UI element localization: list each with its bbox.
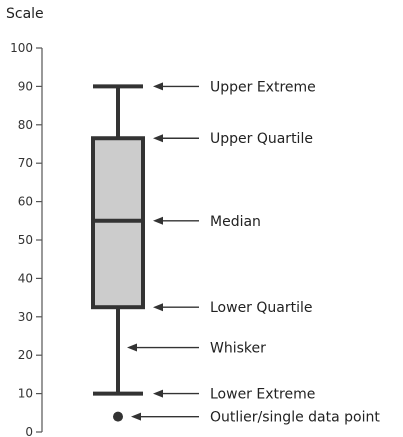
y-tick-label: 40 xyxy=(18,271,33,285)
y-tick-label: 80 xyxy=(18,118,33,132)
annotation-label: Lower Extreme xyxy=(210,387,315,403)
annotation: Outlier/single data point xyxy=(131,410,380,426)
annotation-label: Median xyxy=(210,214,261,230)
y-tick-label: 0 xyxy=(25,425,33,437)
y-tick-label: 50 xyxy=(18,233,33,247)
annotations: Upper Extreme Upper Quartile Median Lower Q… xyxy=(127,79,380,425)
annotation-arrow-head xyxy=(153,303,163,311)
y-tick-label: 100 xyxy=(10,41,33,55)
annotation: Whisker xyxy=(127,341,266,357)
annotation-arrow-head xyxy=(127,344,137,352)
annotation-arrow-head xyxy=(153,134,163,142)
y-tick-label: 90 xyxy=(18,79,33,93)
annotation: Lower Extreme xyxy=(153,387,315,403)
annotation-label: Upper Quartile xyxy=(210,131,313,147)
annotation: Upper Quartile xyxy=(153,131,313,147)
annotation-label: Upper Extreme xyxy=(210,79,316,95)
annotation: Median xyxy=(153,214,261,230)
box-plot xyxy=(93,86,143,421)
y-tick-label: 30 xyxy=(18,310,33,324)
annotation-arrow-head xyxy=(131,413,141,421)
annotation: Lower Quartile xyxy=(153,300,313,316)
annotation-arrow-head xyxy=(153,217,163,225)
annotation-label: Outlier/single data point xyxy=(210,410,380,426)
y-tick-label: 20 xyxy=(18,348,33,362)
y-tick-label: 70 xyxy=(18,156,33,170)
chart-title: Scale xyxy=(6,6,44,22)
y-tick-label: 10 xyxy=(18,387,33,401)
y-axis: 0 10 20 30 40 50 60 70 80 90 100 xyxy=(10,41,42,437)
y-tick-label: 60 xyxy=(18,195,33,209)
annotation-label: Lower Quartile xyxy=(210,300,313,316)
annotation: Upper Extreme xyxy=(153,79,316,95)
outlier-point xyxy=(113,412,123,422)
annotation-label: Whisker xyxy=(210,341,266,357)
annotation-arrow-head xyxy=(153,390,163,398)
annotation-arrow-head xyxy=(153,82,163,90)
